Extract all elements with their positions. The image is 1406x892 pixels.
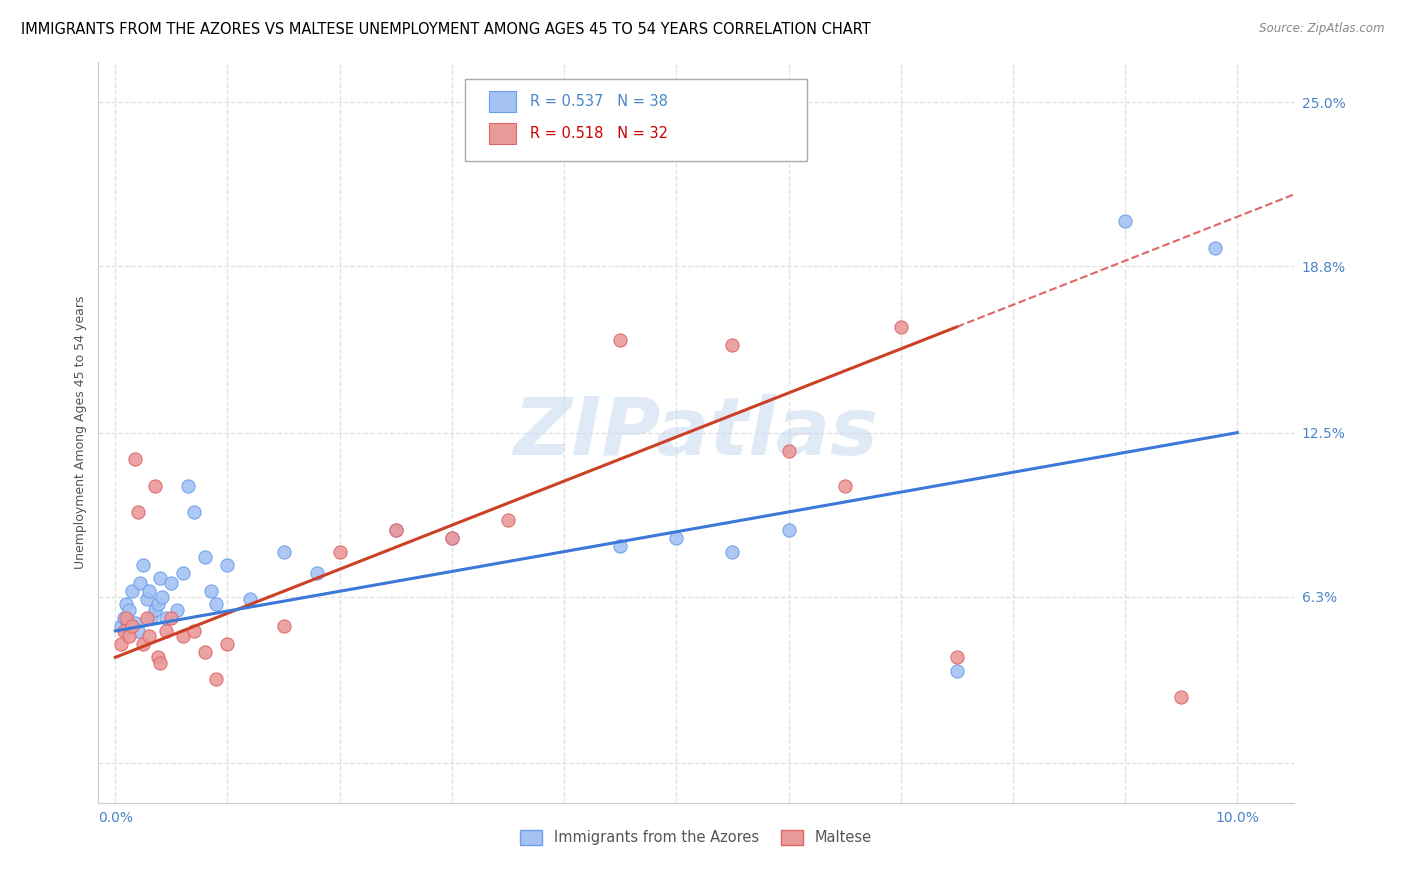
Point <box>194 645 217 659</box>
Point <box>778 524 800 538</box>
Point <box>1114 214 1136 228</box>
Point <box>217 558 239 572</box>
Point <box>172 629 194 643</box>
Point <box>121 618 143 632</box>
Point <box>609 539 631 553</box>
Point <box>1170 690 1192 704</box>
Point <box>721 338 744 352</box>
Point <box>183 624 205 638</box>
Point <box>440 532 463 546</box>
Point <box>115 611 138 625</box>
Point <box>205 598 228 612</box>
Point <box>273 618 295 632</box>
Point <box>127 624 149 638</box>
Point <box>665 532 688 546</box>
Point <box>194 549 217 564</box>
Point <box>200 584 222 599</box>
Point <box>132 558 155 572</box>
Point <box>112 611 135 625</box>
Point <box>890 319 912 334</box>
Legend: Immigrants from the Azores, Maltese: Immigrants from the Azores, Maltese <box>515 824 877 851</box>
Point <box>329 544 352 558</box>
Point <box>721 544 744 558</box>
Text: Source: ZipAtlas.com: Source: ZipAtlas.com <box>1260 22 1385 36</box>
Point <box>239 592 262 607</box>
Point <box>440 532 463 546</box>
Point <box>385 524 408 538</box>
Point <box>385 524 408 538</box>
Point <box>135 611 157 625</box>
Point <box>217 637 239 651</box>
Point <box>135 592 157 607</box>
Point <box>834 478 856 492</box>
Point <box>946 664 969 678</box>
Point <box>115 598 138 612</box>
Point <box>155 611 177 625</box>
Text: R = 0.518   N = 32: R = 0.518 N = 32 <box>530 126 668 141</box>
Point <box>146 650 169 665</box>
Point <box>124 452 146 467</box>
Text: ZIPatlas: ZIPatlas <box>513 393 879 472</box>
Point <box>149 656 172 670</box>
Point <box>496 513 519 527</box>
Point <box>141 611 163 625</box>
Point <box>205 672 228 686</box>
Point <box>138 629 160 643</box>
Point <box>150 590 173 604</box>
Point <box>118 603 141 617</box>
Point <box>166 603 188 617</box>
Point <box>143 603 166 617</box>
Text: IMMIGRANTS FROM THE AZORES VS MALTESE UNEMPLOYMENT AMONG AGES 45 TO 54 YEARS COR: IMMIGRANTS FROM THE AZORES VS MALTESE UN… <box>21 22 870 37</box>
Point <box>129 576 152 591</box>
Point <box>177 478 200 492</box>
Point <box>946 650 969 665</box>
Point <box>609 333 631 347</box>
Point <box>112 624 135 638</box>
Point <box>118 629 141 643</box>
Y-axis label: Unemployment Among Ages 45 to 54 years: Unemployment Among Ages 45 to 54 years <box>75 296 87 569</box>
Point <box>307 566 329 580</box>
FancyBboxPatch shape <box>489 123 516 144</box>
Point <box>155 624 177 638</box>
Point <box>172 566 194 580</box>
FancyBboxPatch shape <box>465 78 807 161</box>
Point <box>1204 240 1226 255</box>
Point <box>121 584 143 599</box>
Point <box>143 478 166 492</box>
Point <box>183 505 205 519</box>
Point <box>160 611 183 625</box>
Point <box>778 444 800 458</box>
Point <box>149 571 172 585</box>
Point <box>132 637 155 651</box>
Point <box>273 544 295 558</box>
Point <box>124 615 146 630</box>
Point <box>146 598 169 612</box>
Point <box>110 618 132 632</box>
Point <box>110 637 132 651</box>
Point <box>127 505 149 519</box>
FancyBboxPatch shape <box>489 91 516 112</box>
Text: R = 0.537   N = 38: R = 0.537 N = 38 <box>530 95 668 109</box>
Point <box>160 576 183 591</box>
Point <box>138 584 160 599</box>
